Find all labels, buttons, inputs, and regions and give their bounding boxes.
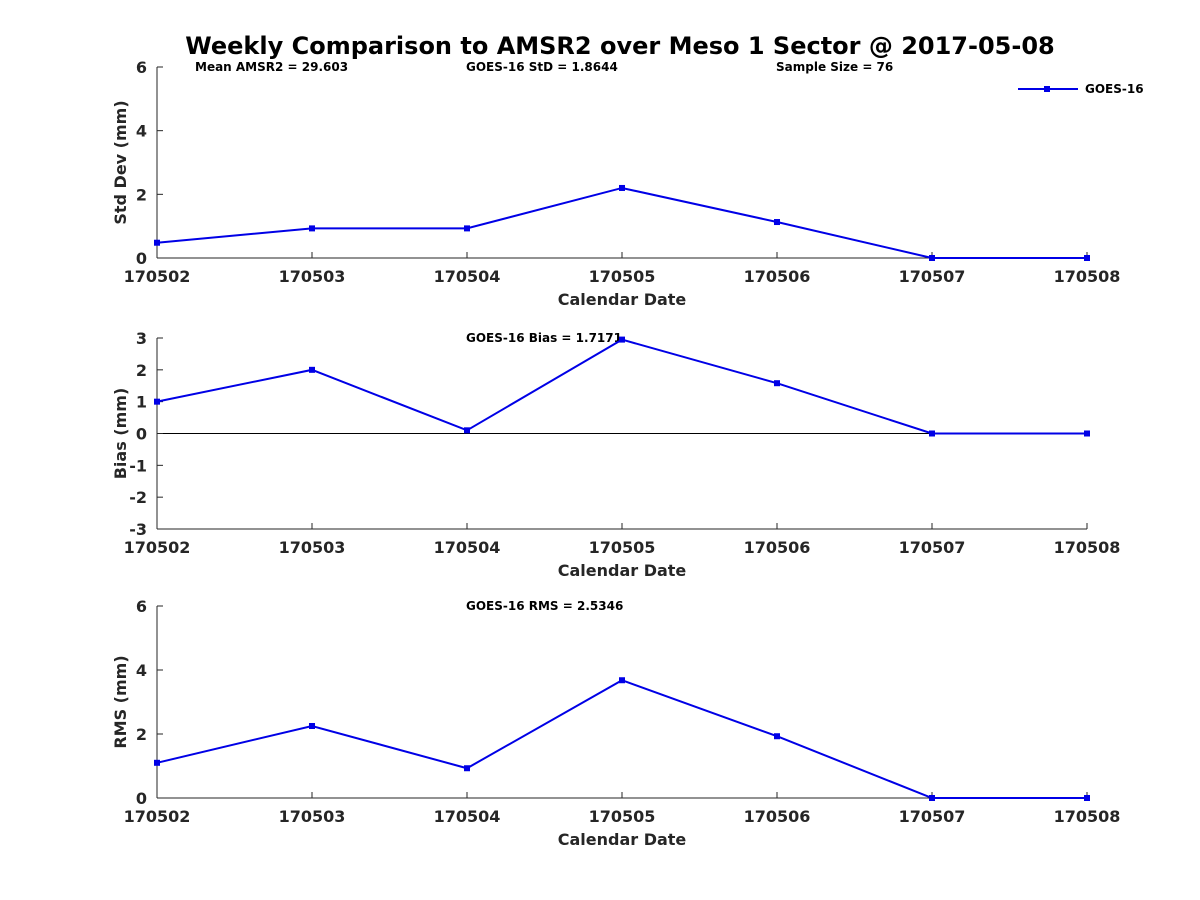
data-point — [774, 380, 780, 387]
x-tick-label: 170505 — [589, 807, 656, 826]
x-tick-label: 170508 — [1054, 267, 1121, 286]
data-point — [154, 759, 160, 766]
x-axis-label: Calendar Date — [558, 290, 687, 309]
x-axis-label: Calendar Date — [558, 830, 687, 849]
x-tick-label: 170502 — [124, 807, 191, 826]
y-tick-label: 6 — [136, 597, 147, 616]
x-tick-label: 170504 — [434, 807, 501, 826]
x-tick-label: 170507 — [899, 807, 966, 826]
x-tick-label: 170508 — [1054, 538, 1121, 557]
legend: GOES-16 — [1018, 82, 1144, 96]
x-tick-label: 170506 — [744, 538, 811, 557]
x-tick-label: 170504 — [434, 267, 501, 286]
x-tick-label: 170507 — [899, 267, 966, 286]
data-point — [619, 336, 625, 343]
data-point — [1084, 430, 1090, 437]
panel-bias: -3 -2 -1 0 1 2 3 170502 170503 170504 170505 170506… — [111, 329, 1120, 580]
data-point — [464, 765, 470, 772]
y-tick-label: -3 — [129, 520, 147, 539]
series-line-goes16 — [156, 679, 1087, 799]
y-tick-label: 4 — [136, 122, 147, 141]
y-axis-label: RMS (mm) — [111, 655, 130, 748]
data-point — [309, 366, 315, 373]
y-tick-label: 4 — [136, 661, 147, 680]
x-tick-label: 170503 — [279, 807, 346, 826]
y-tick-label: 2 — [136, 361, 147, 380]
y-tick-label: 0 — [136, 425, 147, 444]
data-point — [619, 184, 625, 191]
y-tick-label: -1 — [129, 456, 147, 475]
data-point — [464, 225, 470, 232]
x-tick-label: 170505 — [589, 267, 656, 286]
stat-annotation: Mean AMSR2 = 29.603 — [195, 60, 348, 74]
stat-annotation: Sample Size = 76 — [776, 60, 893, 74]
series-line-goes16 — [156, 338, 1087, 435]
x-tick-label: 170505 — [589, 538, 656, 557]
x-tick-label: 170503 — [279, 538, 346, 557]
data-point — [929, 795, 935, 801]
y-tick-label: 3 — [136, 329, 147, 348]
data-point — [309, 225, 315, 232]
data-point — [1084, 255, 1090, 261]
x-axis-label: Calendar Date — [558, 561, 687, 580]
y-tick-label: 0 — [136, 789, 147, 808]
y-tick-label: 2 — [136, 185, 147, 204]
stat-annotation: GOES-16 Bias = 1.7171 — [466, 331, 622, 345]
data-point — [929, 430, 935, 437]
x-tick-label: 170506 — [744, 807, 811, 826]
stat-annotation: GOES-16 RMS = 2.5346 — [466, 599, 623, 613]
legend-label: GOES-16 — [1085, 82, 1144, 96]
chart-title: Weekly Comparison to AMSR2 over Meso 1 S… — [185, 32, 1054, 60]
x-tick-label: 170507 — [899, 538, 966, 557]
x-tick-label: 170508 — [1054, 807, 1121, 826]
x-tick-label: 170502 — [124, 267, 191, 286]
x-tick-label: 170504 — [434, 538, 501, 557]
panel-stddev: 0 2 4 6 170502 170503 170504 170505 170506 170507… — [111, 58, 1120, 309]
y-axis-label: Bias (mm) — [111, 388, 130, 480]
y-tick-label: 2 — [136, 725, 147, 744]
data-point — [619, 677, 625, 684]
data-point — [1084, 795, 1090, 801]
data-point — [774, 219, 780, 226]
data-point — [929, 255, 935, 261]
y-axis-label: Std Dev (mm) — [111, 100, 130, 224]
data-point — [154, 239, 160, 246]
x-tick-label: 170506 — [744, 267, 811, 286]
data-point — [774, 733, 780, 740]
y-tick-label: 0 — [136, 249, 147, 268]
legend-marker — [1044, 86, 1050, 92]
stat-annotation: GOES-16 StD = 1.8644 — [466, 60, 618, 74]
series-line-goes16 — [156, 186, 1087, 259]
data-point — [309, 723, 315, 729]
data-point — [464, 427, 470, 434]
x-tick-label: 170503 — [279, 267, 346, 286]
y-tick-label: 1 — [136, 393, 147, 412]
data-point — [154, 398, 160, 405]
y-tick-label: 6 — [136, 58, 147, 77]
panels: 0 2 4 6 170502 170503 170504 170505 170506 170507… — [111, 58, 1120, 849]
y-tick-label: -2 — [129, 488, 147, 507]
panel-rms: 0 2 4 6 170502 170503 170504 170505 170506 170507… — [111, 597, 1120, 849]
x-tick-label: 170502 — [124, 538, 191, 557]
